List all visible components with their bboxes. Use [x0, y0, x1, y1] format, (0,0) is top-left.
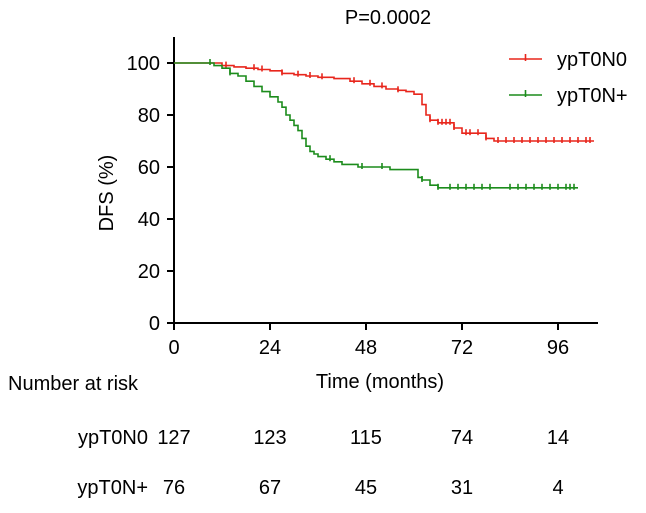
risk-cell: 14: [547, 427, 569, 449]
x-tick-label: 72: [451, 337, 473, 359]
legend-item-0: ypT0N0: [509, 49, 627, 71]
y-tick-label: 60: [138, 157, 160, 179]
series-line: [174, 62, 578, 189]
risk-table-title: Number at risk: [8, 373, 139, 395]
risk-table: ypT0N0 127 123 115 74 14 ypT0N+ 76 67 45 31 4: [77, 427, 569, 499]
risk-cell: 127: [157, 427, 190, 449]
x-tick-label: 48: [355, 337, 377, 359]
risk-cell: 4: [552, 477, 563, 499]
y-tick-label: 0: [149, 313, 160, 335]
risk-cell: 74: [451, 427, 473, 449]
risk-cell: 31: [451, 477, 473, 499]
y-axis-label: DFS (%): [96, 155, 118, 232]
legend: ypT0N0 ypT0N+: [509, 49, 628, 107]
series-1: [174, 59, 578, 190]
chart-title: P=0.0002: [345, 7, 431, 29]
risk-cell: 123: [253, 427, 286, 449]
series-line: [174, 62, 594, 142]
y-tick-label: 20: [138, 261, 160, 283]
x-tick-label: 24: [259, 337, 281, 359]
legend-label: ypT0N+: [557, 85, 628, 107]
x-tick-label: 0: [168, 337, 179, 359]
series-layer: [174, 59, 594, 190]
axes: 0 20 40 60 80 100 0 24 48 72 96: [127, 37, 598, 359]
x-axis-label: Time (months): [316, 371, 444, 393]
risk-row-label: ypT0N+: [77, 477, 148, 499]
risk-cell: 67: [259, 477, 281, 499]
y-tick-label: 80: [138, 105, 160, 127]
y-tick-label: 40: [138, 209, 160, 231]
risk-cell: 45: [355, 477, 377, 499]
risk-cell: 76: [163, 477, 185, 499]
y-tick-label: 100: [127, 53, 160, 75]
risk-row-label: ypT0N0: [78, 427, 148, 449]
series-0: [174, 61, 594, 143]
legend-label: ypT0N0: [557, 49, 627, 71]
risk-cell: 115: [350, 427, 382, 449]
legend-item-1: ypT0N+: [509, 85, 628, 107]
x-tick-label: 96: [547, 337, 569, 359]
